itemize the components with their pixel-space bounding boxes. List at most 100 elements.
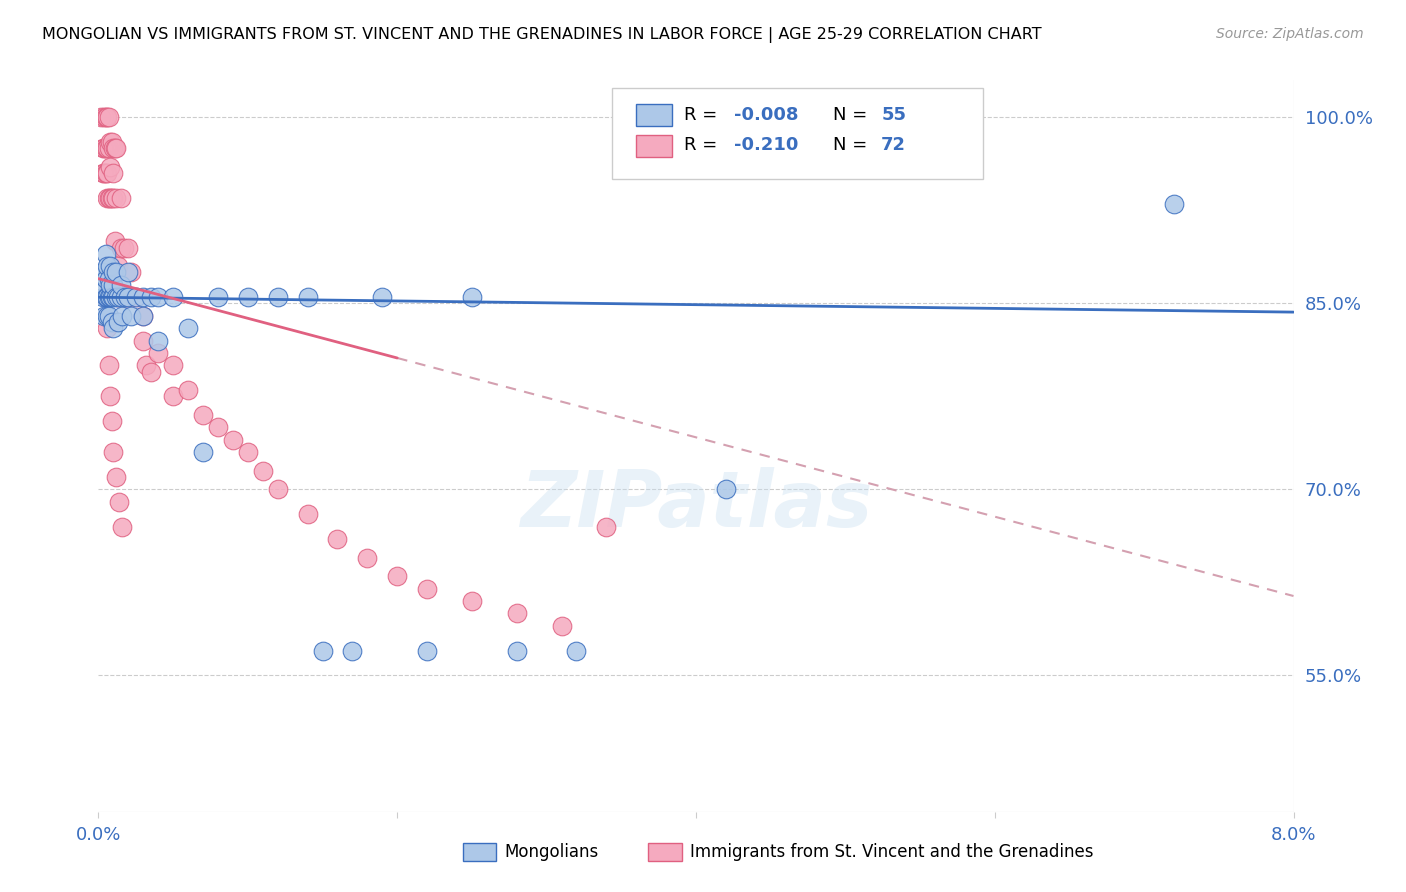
Point <box>207 290 229 304</box>
Point <box>91 166 114 180</box>
Point <box>94 141 117 155</box>
Point <box>101 191 124 205</box>
Point <box>222 433 245 447</box>
Point <box>112 241 135 255</box>
Point <box>98 277 122 292</box>
Point <box>297 290 319 304</box>
Point <box>93 166 115 180</box>
Point <box>191 408 214 422</box>
Point <box>105 191 128 205</box>
Point <box>101 315 124 329</box>
Point <box>177 321 200 335</box>
Point <box>506 643 529 657</box>
Point <box>103 445 125 459</box>
Point <box>96 111 118 125</box>
Point <box>96 259 118 273</box>
Point <box>97 141 120 155</box>
Point <box>96 191 118 205</box>
Point <box>117 290 139 304</box>
Point <box>98 135 122 149</box>
Point <box>101 135 124 149</box>
Point <box>191 445 214 459</box>
Point <box>105 141 128 155</box>
Point <box>1163 197 1185 211</box>
Bar <box>648 843 682 861</box>
Point <box>97 271 120 285</box>
Text: 72: 72 <box>882 136 907 154</box>
Point <box>356 550 378 565</box>
Point <box>117 241 139 255</box>
Point <box>177 383 200 397</box>
Point <box>94 247 117 261</box>
Point <box>461 594 484 608</box>
Point <box>148 290 170 304</box>
Point <box>103 141 125 155</box>
Point <box>416 643 439 657</box>
Point <box>96 321 118 335</box>
Point <box>103 290 125 304</box>
Point <box>97 290 120 304</box>
Point <box>162 290 184 304</box>
Point <box>97 191 120 205</box>
Point <box>311 643 333 657</box>
Point <box>267 290 290 304</box>
Point <box>107 315 129 329</box>
Point <box>96 309 118 323</box>
Text: N =: N = <box>834 105 873 124</box>
Point <box>91 141 114 155</box>
Point <box>297 507 319 521</box>
Point <box>148 334 170 348</box>
Point <box>120 309 142 323</box>
Bar <box>637 135 672 157</box>
Point <box>93 111 115 125</box>
Point <box>103 166 125 180</box>
Point <box>103 191 125 205</box>
Point <box>98 290 122 304</box>
FancyBboxPatch shape <box>613 87 983 179</box>
Point <box>91 265 114 279</box>
Point <box>93 141 115 155</box>
Point <box>139 290 162 304</box>
Text: -0.008: -0.008 <box>734 105 799 124</box>
Point <box>565 643 588 657</box>
Point <box>207 420 229 434</box>
Point <box>103 265 125 279</box>
Point <box>94 166 117 180</box>
Bar <box>637 104 672 127</box>
Point <box>416 582 439 596</box>
Point <box>105 265 128 279</box>
Point <box>714 483 737 497</box>
Point <box>114 290 136 304</box>
Point <box>94 290 117 304</box>
Point <box>110 290 132 304</box>
Point <box>117 290 139 304</box>
Point <box>461 290 484 304</box>
Point <box>135 359 157 373</box>
Point <box>132 309 155 323</box>
Point <box>139 365 162 379</box>
Point <box>91 290 114 304</box>
Text: Immigrants from St. Vincent and the Grenadines: Immigrants from St. Vincent and the Gren… <box>690 843 1094 861</box>
Point <box>90 111 112 125</box>
Point <box>96 141 118 155</box>
Point <box>103 321 125 335</box>
Point <box>94 111 117 125</box>
Point <box>101 414 124 428</box>
Point <box>120 265 142 279</box>
Text: R =: R = <box>685 136 723 154</box>
Point <box>132 334 155 348</box>
Bar <box>463 843 496 861</box>
Point <box>236 290 259 304</box>
Point <box>108 495 131 509</box>
Point <box>110 277 132 292</box>
Point <box>550 619 572 633</box>
Text: MONGOLIAN VS IMMIGRANTS FROM ST. VINCENT AND THE GRENADINES IN LABOR FORCE | AGE: MONGOLIAN VS IMMIGRANTS FROM ST. VINCENT… <box>42 27 1042 43</box>
Point <box>125 290 148 304</box>
Point <box>96 290 118 304</box>
Point <box>97 359 120 373</box>
Point <box>125 290 148 304</box>
Point <box>103 277 125 292</box>
Point <box>111 519 134 533</box>
Point <box>111 309 134 323</box>
Point <box>97 111 120 125</box>
